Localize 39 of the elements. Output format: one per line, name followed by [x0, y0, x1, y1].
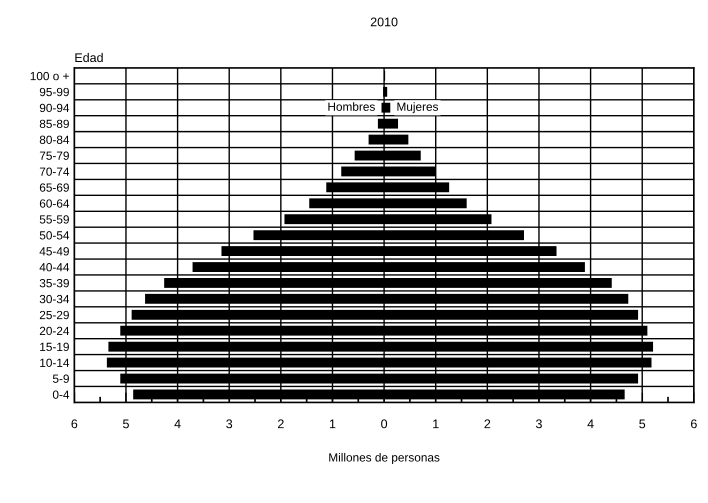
- y-tick-label: 95-99: [40, 88, 69, 96]
- y-tick-label: 20-24: [40, 326, 70, 336]
- x-tick-label: 2: [278, 419, 284, 428]
- y-tick-label: 5-9: [52, 374, 69, 383]
- x-tick-label: 5: [122, 420, 129, 428]
- x-tick-label: 2: [484, 419, 490, 428]
- x-tick-label: 1: [433, 420, 439, 428]
- y-tick-label: 85-89: [40, 120, 69, 128]
- y-tick-label: 65-69: [40, 183, 69, 192]
- x-tick-label: 6: [691, 419, 697, 428]
- x-tick-label: 3: [536, 419, 542, 428]
- y-tick-label: 45-49: [40, 247, 69, 256]
- x-tick-label: 4: [587, 420, 594, 428]
- y-tick-label: 60-64: [40, 199, 70, 208]
- y-tick-label: 90-94: [40, 104, 70, 112]
- y-tick-label: 75-79: [40, 152, 69, 160]
- y-tick-label: 100 o +: [30, 72, 69, 80]
- x-tick-label: 3: [226, 419, 232, 428]
- y-axis-title: Edad: [75, 52, 103, 62]
- y-tick-label: 35-39: [40, 278, 69, 288]
- x-tick-label: 4: [174, 420, 181, 428]
- series-label: Mujeres: [397, 102, 438, 114]
- x-tick-label: 5: [639, 420, 646, 428]
- y-tick-label: 40-44: [40, 263, 70, 272]
- x-tick-label: 1: [330, 420, 336, 428]
- y-tick-label: 30-34: [40, 294, 70, 304]
- y-tick-label: 50-54: [40, 231, 70, 240]
- chart-title: 2010: [370, 18, 398, 26]
- x-tick-label: 6: [72, 419, 78, 428]
- x-axis-title: Millones de personas: [329, 452, 440, 464]
- y-tick-label: 0-4: [52, 390, 70, 399]
- x-tick-label: 0: [381, 419, 388, 428]
- y-tick-label: 80-84: [40, 136, 70, 144]
- y-tick-label: 10-14: [40, 358, 70, 367]
- series-label: Hombres: [328, 102, 375, 111]
- y-tick-label: 25-29: [40, 310, 69, 320]
- y-tick-label: 55-59: [40, 215, 69, 224]
- y-tick-label: 70-74: [40, 167, 70, 176]
- y-tick-label: 15-19: [40, 342, 69, 352]
